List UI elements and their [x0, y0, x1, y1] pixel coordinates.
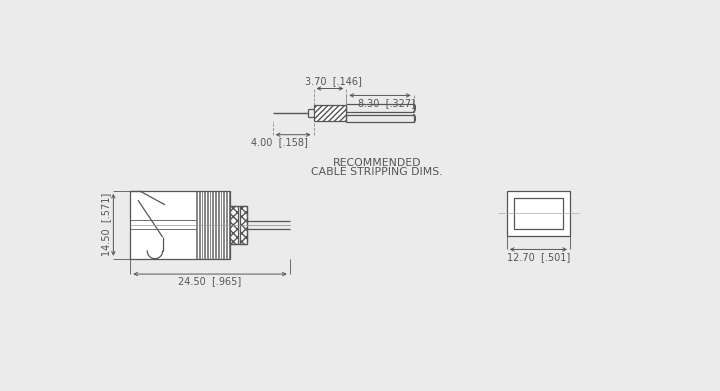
Text: RECOMMENDED: RECOMMENDED [333, 158, 421, 168]
Bar [240, 206, 248, 244]
Bar [230, 206, 238, 244]
Text: CABLE STRIPPING DIMS.: CABLE STRIPPING DIMS. [311, 167, 443, 177]
Text: 14.50  [.571]: 14.50 [.571] [101, 193, 111, 256]
Bar [507, 191, 570, 235]
Bar [314, 106, 346, 121]
Text: 24.50  [.965]: 24.50 [.965] [179, 276, 242, 286]
Bar [130, 191, 230, 259]
Text: 12.70  [.501]: 12.70 [.501] [507, 252, 570, 262]
Text: 4.00  [.158]: 4.00 [.158] [251, 137, 307, 147]
Bar [514, 198, 563, 229]
Text: 3.70  [.146]: 3.70 [.146] [305, 76, 362, 86]
Text: 8.30  [.327]: 8.30 [.327] [358, 98, 415, 108]
